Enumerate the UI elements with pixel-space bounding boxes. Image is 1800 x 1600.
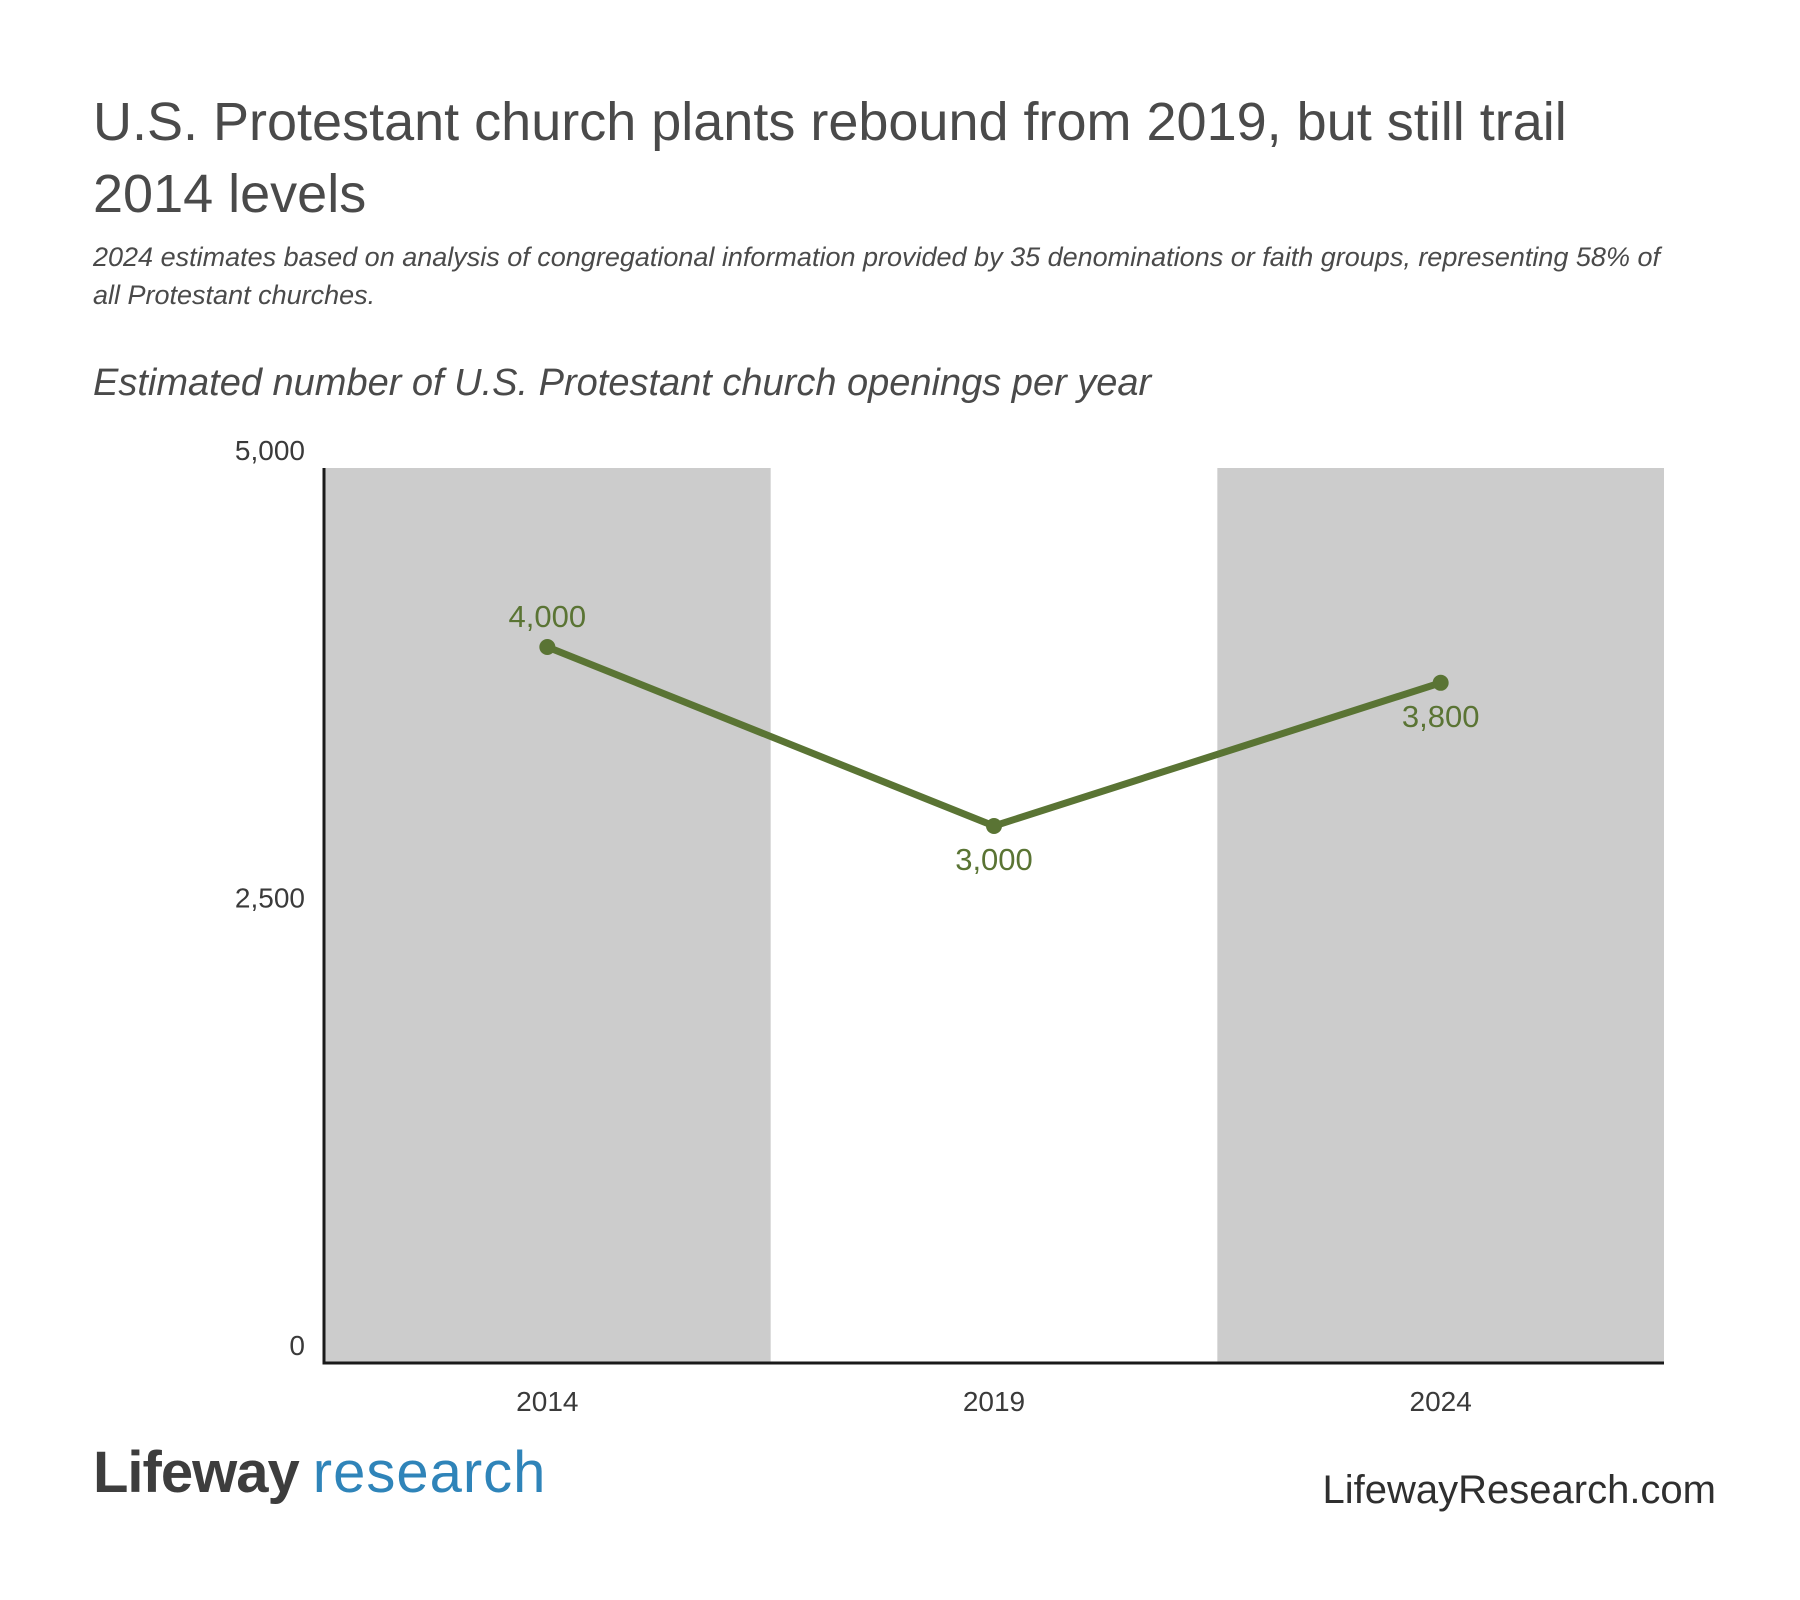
- data-point-2014: [539, 639, 556, 655]
- website-url: LifewayResearch.com: [1322, 1468, 1717, 1512]
- data-point-2024: [1432, 674, 1449, 691]
- y-tick-label-0: 0: [289, 1330, 305, 1361]
- y-tick-label-2: 5,000: [235, 435, 305, 466]
- x-tick-label-2014: 2014: [516, 1386, 578, 1417]
- x-tick-label-2024: 2024: [1410, 1386, 1472, 1417]
- band-2014: [324, 468, 771, 1363]
- data-label-2019: 3,000: [955, 842, 1033, 877]
- data-label-2014: 4,000: [509, 599, 587, 634]
- lifeway-research-logo: Lifeway research: [93, 1438, 546, 1508]
- chart-main-title: U.S. Protestant church plants rebound fr…: [93, 92, 1567, 224]
- y-tick-label-1: 2,500: [235, 883, 305, 914]
- band-2024: [1217, 468, 1664, 1363]
- logo-lifeway-text: Lifeway: [93, 1440, 300, 1505]
- logo-research-text: research: [312, 1440, 547, 1505]
- chart-subtitle: 2024 estimates based on analysis of cong…: [93, 242, 1660, 310]
- x-tick-label-2019: 2019: [963, 1386, 1025, 1417]
- data-point-2019: [986, 818, 1002, 834]
- data-label-2024: 3,800: [1402, 699, 1480, 734]
- chart-axis-title: Estimated number of U.S. Protestant chur…: [93, 362, 1152, 404]
